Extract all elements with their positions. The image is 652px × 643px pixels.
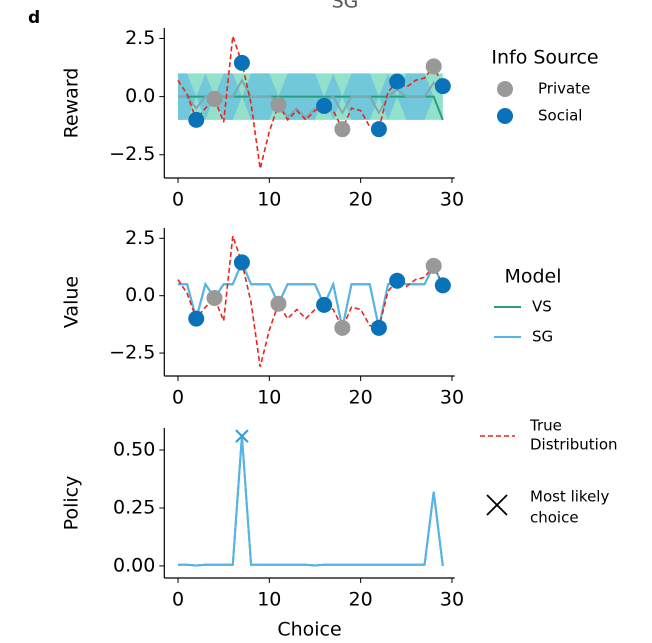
observation	[434, 78, 451, 95]
observation	[425, 257, 442, 274]
x-tick-label: 10	[257, 387, 281, 409]
legend-marker	[497, 108, 513, 124]
observation	[206, 90, 223, 107]
observation	[334, 319, 351, 336]
y-axis-label: Reward	[61, 68, 83, 139]
y-tick-label: 2.5	[125, 27, 155, 49]
observation	[233, 254, 250, 271]
legend-label: SG	[532, 328, 553, 346]
legend-label: Distribution	[530, 436, 618, 454]
x-tick-label: 30	[440, 189, 464, 211]
observation	[316, 296, 333, 313]
observation	[370, 319, 387, 336]
x-axis-label: Choice	[277, 619, 341, 641]
true-distribution-line	[177, 235, 444, 368]
legend-marker	[497, 81, 513, 97]
model-line	[177, 436, 444, 567]
y-tick-label: −2.5	[109, 143, 155, 165]
chart-title: SG	[332, 0, 359, 13]
x-tick-label: 10	[257, 189, 281, 211]
x-tick-label: 20	[349, 387, 373, 409]
legend-label: Social	[538, 107, 582, 125]
x-tick-label: 30	[440, 589, 464, 611]
observation	[334, 121, 351, 138]
observation	[188, 111, 205, 128]
panel-label: d	[28, 8, 40, 28]
y-axis-label: Value	[61, 276, 83, 328]
legend-label: VS	[532, 298, 552, 316]
model-line	[177, 436, 444, 567]
y-tick-label: 0.25	[113, 496, 155, 518]
y-tick-label: −2.5	[109, 342, 155, 364]
legend-title: Model	[504, 266, 561, 288]
legend-label: Private	[538, 80, 590, 98]
observation	[434, 277, 451, 294]
x-tick-label: 30	[440, 387, 464, 409]
legend-title: Info Source	[491, 47, 598, 69]
observation	[270, 295, 287, 312]
observation	[233, 54, 250, 71]
x-tick-label: 0	[172, 589, 184, 611]
x-tick-label: 10	[257, 589, 281, 611]
most-likely-marker	[235, 429, 249, 443]
true-distribution-line	[177, 35, 444, 169]
observation	[316, 97, 333, 114]
y-tick-label: 0.0	[125, 85, 155, 107]
legend-marker	[486, 494, 508, 516]
x-tick-label: 0	[172, 189, 184, 211]
observation	[425, 58, 442, 75]
x-tick-label: 0	[172, 387, 184, 409]
observation	[206, 289, 223, 306]
legend-label: Most likely	[530, 488, 609, 506]
observation	[188, 310, 205, 327]
x-tick-label: 20	[349, 589, 373, 611]
x-tick-label: 20	[349, 189, 373, 211]
observation	[270, 96, 287, 113]
y-tick-label: 0.50	[113, 439, 155, 461]
observation	[370, 121, 387, 138]
observation	[389, 272, 406, 289]
y-tick-label: 0.0	[125, 284, 155, 306]
legend-label: choice	[530, 509, 579, 527]
y-tick-label: 0.00	[113, 554, 155, 576]
y-tick-label: 2.5	[125, 227, 155, 249]
legend-label: True	[529, 417, 562, 435]
observation	[389, 73, 406, 90]
y-axis-label: Policy	[61, 476, 83, 531]
